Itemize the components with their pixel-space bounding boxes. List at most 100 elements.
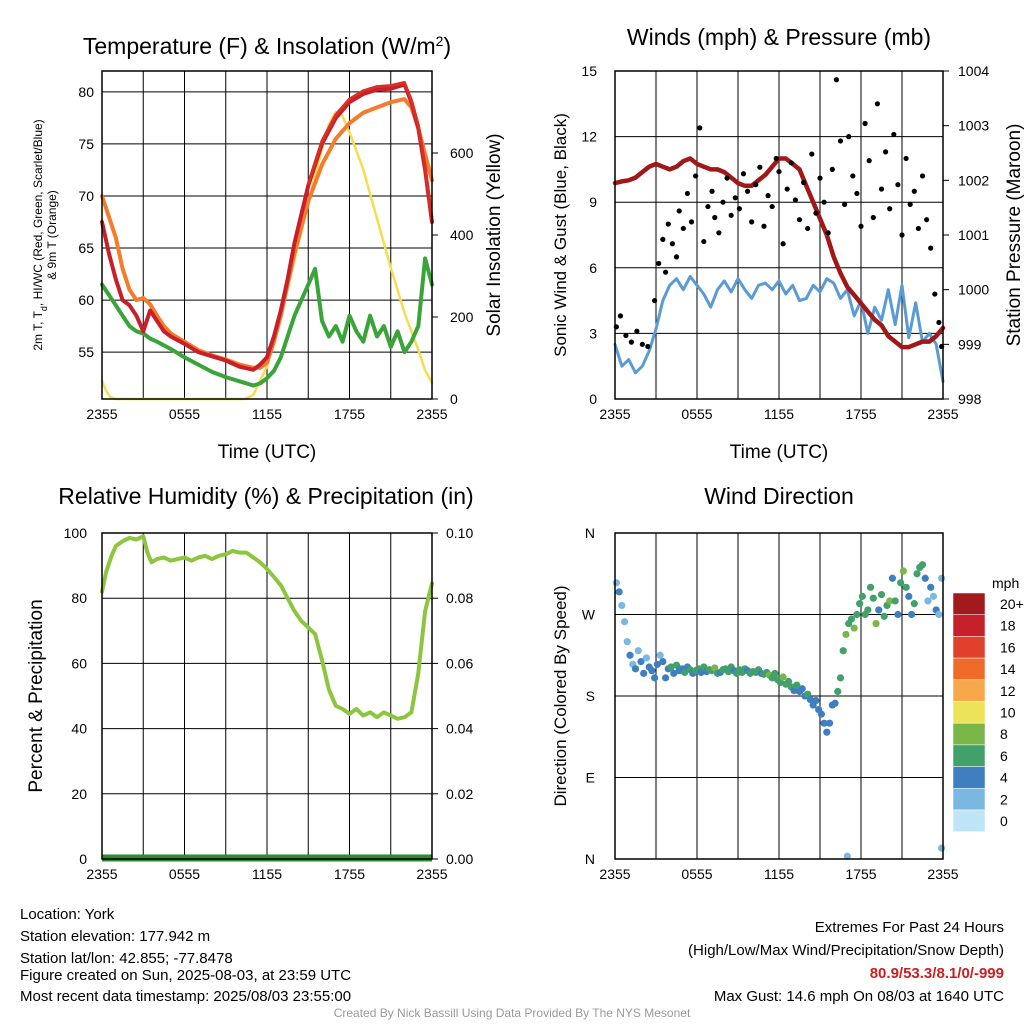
dir-point [812, 696, 820, 705]
rh-x-tick-label: 1155 [252, 866, 282, 882]
wind-y-tick-label: 15 [581, 63, 597, 79]
wind-gust-point [883, 149, 889, 155]
temp-x-tick-label: 1755 [334, 406, 365, 422]
dir-legend-swatch [952, 614, 986, 637]
rh-y2-tick-label: 0.00 [446, 851, 473, 867]
wind-plot-frame [614, 70, 944, 400]
dir-x-tick-label: 2355 [927, 866, 958, 882]
dir-point [817, 710, 825, 718]
rh-series-humidity [100, 534, 434, 721]
dir-point [626, 651, 634, 659]
dir-legend-label: 2 [1000, 791, 1008, 807]
wind-gust-point [693, 173, 699, 179]
rh-y-tick-label: 80 [71, 590, 87, 606]
wind-gust-point [792, 197, 799, 203]
dir-point [659, 657, 667, 666]
temp-x-tick-label: 1155 [252, 406, 282, 422]
wind-gust-point [765, 193, 771, 199]
rh-x-tick-label: 2355 [86, 866, 117, 882]
wind-gust-point [712, 214, 718, 221]
dir-point [640, 669, 648, 677]
wind-x-axis-label: Time (UTC) [730, 442, 829, 463]
wind-x-tick-label: 2355 [599, 406, 630, 422]
dir-point [804, 690, 812, 698]
wind-series-sonic [613, 275, 945, 383]
wind-gust-point [780, 241, 786, 247]
wind-y2-tick-label: 999 [958, 336, 982, 352]
dir-point [847, 615, 856, 623]
wind-gust-point [660, 236, 666, 242]
temp-x-tick-label: 0555 [169, 406, 200, 422]
dir-points [612, 561, 946, 860]
temp-y2-tick-label: 400 [450, 227, 474, 243]
dir-point [921, 574, 929, 582]
wind-gust-point [809, 151, 815, 157]
temp-y-axis-label: 2m T, Td, HI/WC (Red, Green, Scarlet/Blu… [31, 119, 49, 350]
dir-legend-swatch [952, 809, 986, 832]
dir-legend-title: mph [992, 575, 1019, 591]
temp-y-tick-label: 60 [78, 292, 94, 308]
dir-y-tick-label: N [585, 851, 595, 867]
wind-gust-point [776, 168, 782, 175]
wind-y-tick-label: 0 [589, 391, 597, 407]
wind-gust-point [732, 195, 738, 201]
info-created: Figure created on Sun, 2025-08-03, at 23… [20, 967, 352, 984]
wind-x-tick-label: 1155 [764, 406, 794, 422]
wind-y2-tick-label: 998 [958, 391, 982, 407]
wind-y2-tick-label: 1000 [958, 282, 989, 298]
dir-point [897, 579, 905, 587]
dir-point [667, 663, 675, 671]
wind-gust-point [874, 101, 881, 107]
dir-point [842, 630, 850, 639]
wind-gust-point [846, 134, 852, 140]
rh-y-tick-label: 100 [64, 525, 88, 541]
dir-legend-label: 8 [1000, 726, 1008, 742]
rh-plot-frame [101, 532, 433, 860]
dir-legend-swatch [952, 657, 986, 681]
dir-point [866, 583, 875, 591]
dir-point [648, 667, 656, 675]
wind-gust-point [662, 269, 669, 275]
wind-gust-point [656, 260, 662, 267]
wind-title: Winds (mph) & Pressure (mb) [627, 24, 931, 50]
temp-y-tick-label: 65 [78, 240, 94, 256]
dir-point [637, 657, 645, 666]
temp-y2-tick-label: 200 [450, 309, 474, 325]
footer-credit: Created By Nick Bassill Using Data Provi… [333, 1006, 691, 1020]
dir-point [935, 610, 943, 619]
temp-x-tick-label: 2355 [86, 406, 117, 422]
temp-y2-tick-label: 600 [450, 145, 474, 161]
wind-gust-point [928, 245, 934, 251]
wind-gust-point [854, 190, 860, 197]
dir-point [823, 728, 831, 736]
dir-point [670, 669, 678, 677]
wind-gust-point [924, 217, 930, 223]
dir-point [642, 654, 651, 662]
wind-gust-point [716, 230, 722, 236]
dir-x-tick-label: 2355 [599, 866, 630, 882]
wind-gust-point [701, 238, 707, 245]
dir-title: Wind Direction [704, 483, 854, 509]
wind-gust-point [891, 131, 897, 138]
wind-gust-point [645, 343, 651, 350]
dir-legend-label: 4 [1000, 770, 1008, 786]
extremes-title: Extremes For Past 24 Hours [814, 919, 1004, 936]
wind-gust-point [697, 125, 703, 131]
dir-legend-label: 10 [1000, 705, 1016, 721]
dir-point [776, 678, 784, 687]
wind-gust-point [639, 341, 645, 347]
dir-point [620, 618, 629, 626]
rh-y-tick-label: 20 [71, 786, 87, 802]
wind-gust-point [724, 175, 730, 181]
wind-x-tick-label: 0555 [681, 406, 712, 422]
wind-gust-point [866, 158, 872, 164]
wind-gust-point [744, 188, 751, 194]
dir-point [877, 590, 886, 599]
wind-gust-point [850, 173, 856, 179]
wind-y2-tick-label: 1003 [958, 118, 989, 134]
temp-series-heat_index [306, 81, 434, 221]
temp-x-axis-label: Time (UTC) [218, 442, 317, 463]
temp-y-tick-label: 70 [78, 188, 94, 204]
temp-y-tick-label: 80 [78, 84, 94, 100]
